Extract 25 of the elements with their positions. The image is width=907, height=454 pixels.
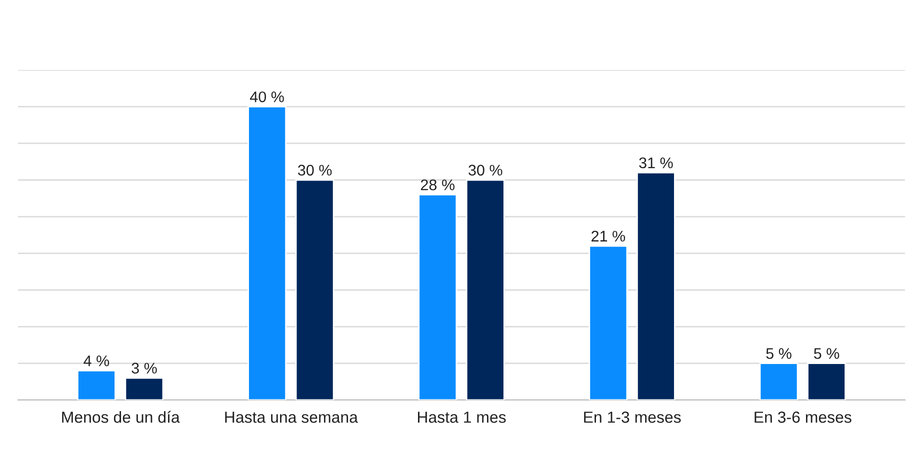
data-label: 5 %: [766, 348, 792, 359]
bar: [759, 362, 798, 400]
x-tick-label: En 1-3 meses: [584, 412, 681, 423]
bar: [588, 245, 628, 400]
bar: [124, 377, 164, 400]
bar: [466, 179, 505, 400]
data-label: 4 %: [84, 356, 110, 366]
bar: [636, 172, 676, 400]
x-tick-label: En 3-6 meses: [754, 412, 852, 423]
data-label: 30 %: [468, 164, 502, 176]
data-label: 5 %: [814, 348, 840, 359]
bar: [418, 194, 458, 400]
bar: [77, 370, 116, 400]
data-label: 28 %: [420, 179, 454, 190]
x-tick-label: Hasta 1 mes: [418, 412, 506, 423]
data-label: 3 %: [132, 362, 157, 374]
data-label: 21 %: [592, 230, 626, 242]
data-label: 31 %: [639, 157, 673, 168]
bar: [807, 362, 846, 400]
data-label: 30 %: [298, 164, 332, 176]
x-tick-label: Hasta una semana: [225, 412, 358, 423]
data-label: 40 %: [250, 91, 284, 102]
x-tick-label: Menos de un día: [62, 410, 180, 423]
bar: [248, 106, 286, 400]
bar: [295, 179, 334, 400]
